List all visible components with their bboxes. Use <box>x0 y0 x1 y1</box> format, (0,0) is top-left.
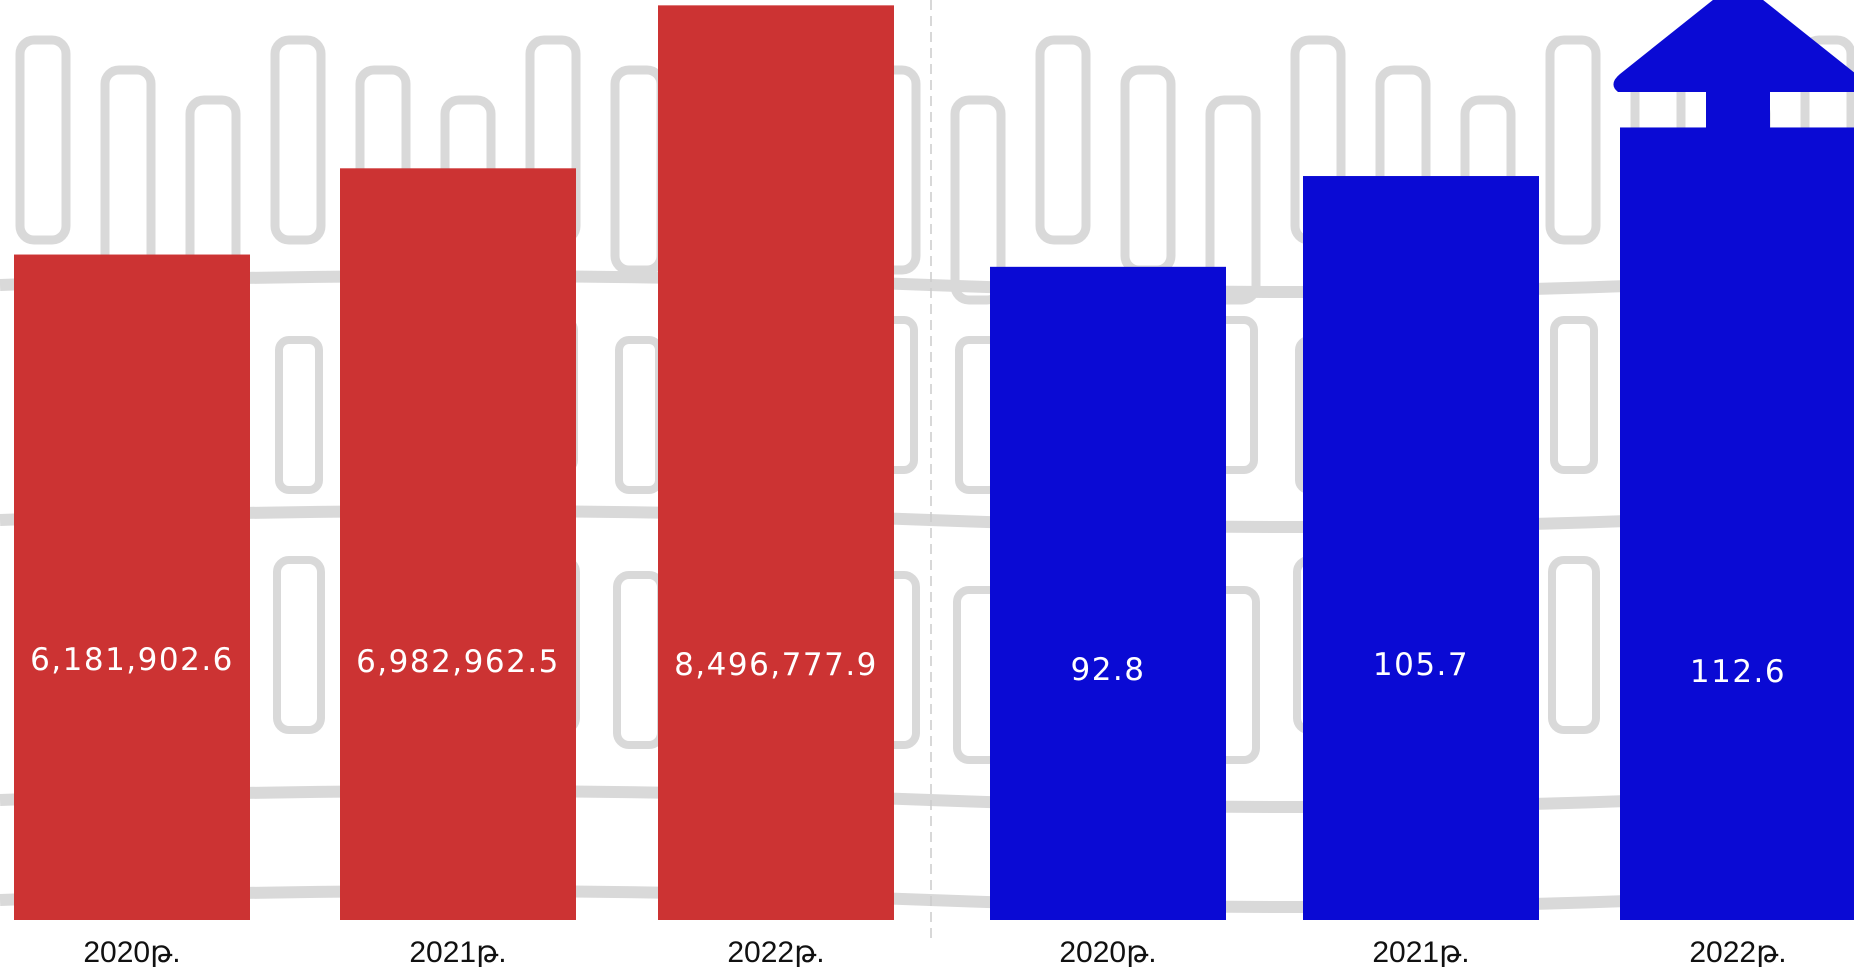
bar-value-label: 6,181,902.6 <box>30 642 234 678</box>
x-tick-label: 2021թ. <box>409 936 506 967</box>
sketch-cornice <box>0 884 1854 914</box>
sketch-cornice <box>0 269 1854 299</box>
up-arrow-annotation <box>1613 0 1854 128</box>
sketch-window <box>273 556 325 734</box>
bar-left-2 <box>658 5 894 920</box>
sketch-window <box>610 65 666 275</box>
sketch-window <box>270 35 326 245</box>
sketch-window <box>1035 35 1091 245</box>
left-bar-chart: 6,181,902.6 2020թ. 6,982,962.5 2021թ. 8,496,… <box>14 5 894 967</box>
bar-value-label: 92.8 <box>1070 652 1145 688</box>
bar-left-0 <box>14 254 250 920</box>
x-tick-label: 2021թ. <box>1372 936 1469 967</box>
sketch-window <box>1548 556 1600 734</box>
bar-value-label: 112.6 <box>1690 654 1786 690</box>
sketch-window <box>950 95 1006 305</box>
x-tick-label: 2020թ. <box>1059 936 1156 967</box>
bar-value-label: 105.7 <box>1373 647 1469 683</box>
bar-right-1 <box>1303 176 1539 921</box>
bar-right-2 <box>1620 127 1854 920</box>
sketch-window <box>1120 65 1176 275</box>
bar-value-label: 8,496,777.9 <box>674 647 878 683</box>
bar-left-1 <box>340 168 576 920</box>
sketch-window <box>1205 95 1261 305</box>
bar-right-0 <box>990 266 1226 920</box>
sketch-window <box>1550 316 1598 474</box>
sketch-window <box>275 336 323 494</box>
sketch-window <box>615 336 663 494</box>
bar-value-label: 6,982,962.5 <box>356 644 560 680</box>
x-tick-label: 2022թ. <box>1689 936 1786 967</box>
sketch-window <box>1545 35 1601 245</box>
sketch-window <box>613 571 665 749</box>
sketch-cornice <box>0 784 1854 814</box>
background-building-sketch <box>0 35 1854 914</box>
x-tick-label: 2022թ. <box>727 936 824 967</box>
sketch-cornice <box>0 504 1854 534</box>
sketch-window <box>100 65 156 275</box>
sketch-window <box>15 35 71 245</box>
right-bar-chart: 92.8 2020թ. 105.7 2021թ. 112.6 2022թ. <box>990 0 1854 967</box>
x-tick-label: 2020թ. <box>83 936 180 967</box>
